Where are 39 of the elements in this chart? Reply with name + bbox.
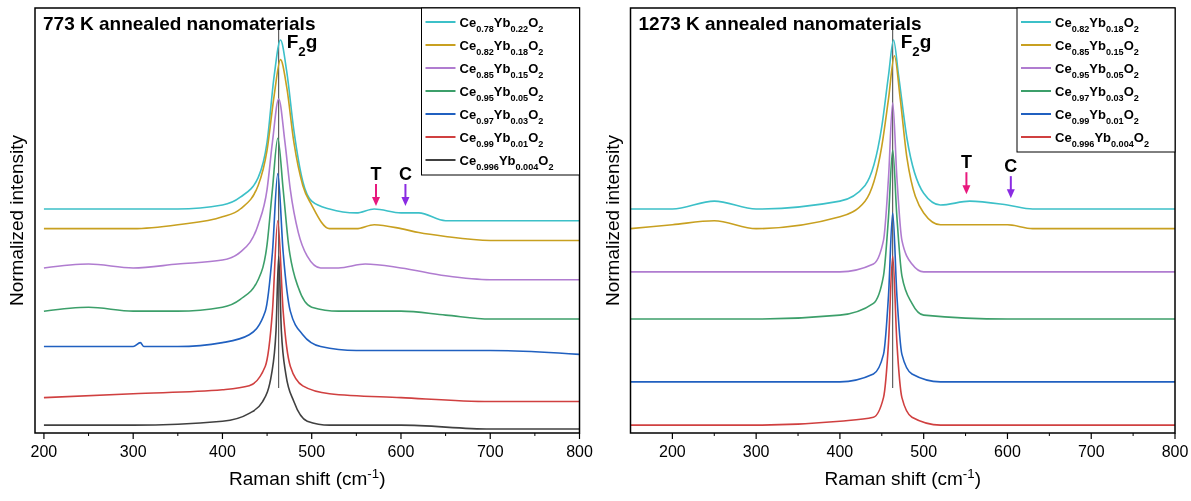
legend-label: Ce$_{0.99}$Yb$_{0.01}$O$_{2}$ bbox=[459, 130, 544, 149]
x-tick-label: 400 bbox=[209, 443, 236, 460]
x-tick-label: 500 bbox=[298, 443, 326, 460]
legend-label: Ce$_{0.996}$Yb$_{0.004}$O$_{2}$ bbox=[1055, 130, 1149, 149]
annotation: T bbox=[370, 163, 382, 184]
x-tick-label: 700 bbox=[476, 443, 504, 460]
chart-title: 773 K annealed nanomaterials bbox=[43, 13, 316, 34]
legend-label: Ce$_{0.95}$Yb$_{0.05}$O$_{2}$ bbox=[1055, 61, 1139, 80]
x-tick-label: 200 bbox=[659, 443, 686, 460]
annotation: T bbox=[960, 152, 972, 173]
x-tick-label: 600 bbox=[994, 443, 1021, 460]
x-tick-label: 500 bbox=[910, 443, 938, 460]
x-axis-title: Raman shift (cm$^{-1}$) bbox=[229, 465, 386, 489]
x-tick-label: 700 bbox=[1077, 443, 1105, 460]
legend-label: Ce$_{0.82}$Yb$_{0.18}$O$_{2}$ bbox=[459, 38, 544, 57]
x-tick-label: 600 bbox=[387, 443, 415, 460]
annotation: C bbox=[398, 163, 412, 184]
x-tick-label: 400 bbox=[826, 443, 854, 460]
legend-label: Ce$_{0.85}$Yb$_{0.15}$O$_{2}$ bbox=[459, 61, 544, 80]
x-tick-label: 300 bbox=[119, 443, 147, 460]
x-tick-label: 800 bbox=[1161, 443, 1189, 460]
legend-label: Ce$_{0.97}$Yb$_{0.03}$O$_{2}$ bbox=[459, 107, 544, 126]
legend-label: Ce$_{0.97}$Yb$_{0.03}$O$_{2}$ bbox=[1055, 84, 1139, 103]
x-tick-label: 200 bbox=[30, 443, 58, 460]
x-tick-label: 800 bbox=[566, 443, 593, 460]
legend-label: Ce$_{0.996}$Yb$_{0.004}$O$_{2}$ bbox=[459, 153, 554, 172]
legend-label: Ce$_{0.99}$Yb$_{0.01}$O$_{2}$ bbox=[1055, 107, 1139, 126]
x-tick-label: 300 bbox=[742, 443, 770, 460]
legend-label: Ce$_{0.78}$Yb$_{0.22}$O$_{2}$ bbox=[459, 15, 544, 34]
annotation: C bbox=[1004, 156, 1018, 177]
chart-title: 1273 K annealed nanomaterials bbox=[638, 13, 922, 34]
legend-label: Ce$_{0.85}$Yb$_{0.15}$O$_{2}$ bbox=[1055, 38, 1139, 57]
ref-line-label: F$_{2}$g bbox=[286, 31, 318, 59]
legend-label: Ce$_{0.95}$Yb$_{0.05}$O$_{2}$ bbox=[459, 84, 544, 103]
y-axis-title: Normalized intensity bbox=[601, 134, 623, 307]
legend-label: Ce$_{0.82}$Yb$_{0.18}$O$_{2}$ bbox=[1055, 15, 1139, 34]
x-axis-title: Raman shift (cm$^{-1}$) bbox=[824, 465, 981, 489]
ref-line-label: F$_{2}$g bbox=[900, 31, 932, 59]
y-axis-title: Normalized intensity bbox=[6, 134, 27, 307]
